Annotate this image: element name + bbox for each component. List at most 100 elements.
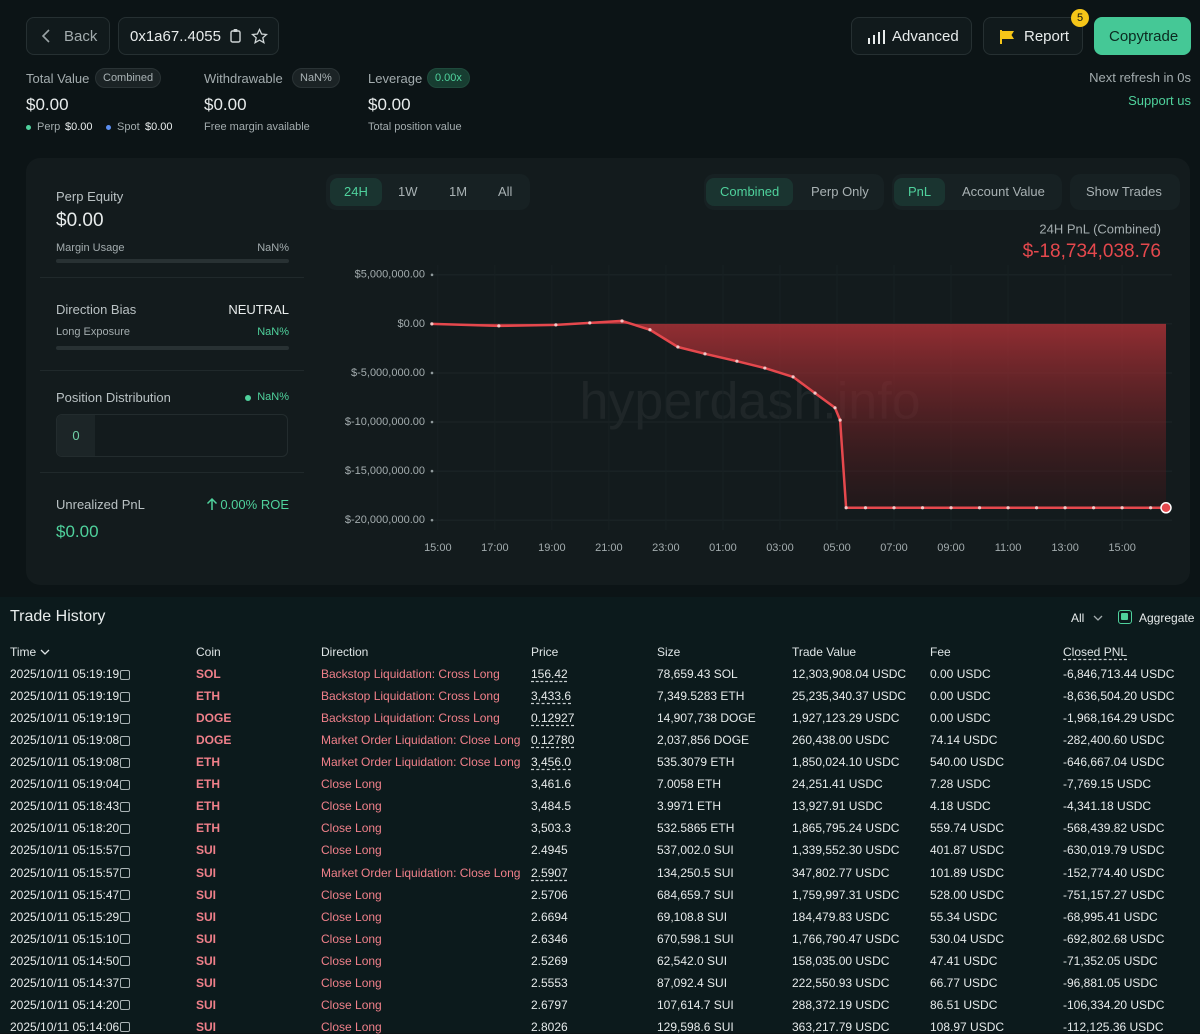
chevron-left-icon xyxy=(41,29,50,43)
coin-cell: SUI xyxy=(196,931,217,946)
data-point xyxy=(844,506,848,510)
external-link-icon[interactable] xyxy=(120,978,130,989)
external-link-icon[interactable] xyxy=(120,735,130,746)
coin-cell: ETH xyxy=(196,799,220,814)
y-tick-mark xyxy=(430,420,434,424)
closed-pnl-cell: -4,341.18 USDC xyxy=(1063,799,1152,814)
external-link-icon[interactable] xyxy=(120,1022,130,1033)
leverage-label: Leverage xyxy=(368,71,423,86)
time-cell: 2025/10/11 05:14:50 xyxy=(10,953,120,968)
closed-pnl-cell: -282,400.60 USDC xyxy=(1063,733,1165,748)
y-tick-mark xyxy=(430,469,434,473)
metric-tab[interactable]: Account Value xyxy=(962,184,1045,199)
filter-select[interactable]: All xyxy=(1071,611,1085,625)
range-tab[interactable]: 24H xyxy=(330,178,382,206)
margin-usage-label: Margin Usage xyxy=(56,242,125,254)
size-cell: 684,659.7 SUI xyxy=(657,887,734,902)
metric-tab[interactable]: PnL xyxy=(894,178,946,206)
external-link-icon[interactable] xyxy=(120,713,130,724)
size-cell: 78,659.43 SOL xyxy=(657,667,738,681)
range-tab[interactable]: 1M xyxy=(449,184,468,199)
price-cell: 2.5553 xyxy=(531,975,568,990)
size-cell: 2,037,856 DOGE xyxy=(657,733,750,748)
column-header: Price xyxy=(531,645,559,659)
direction-cell: Close Long xyxy=(321,887,382,902)
external-link-icon[interactable] xyxy=(120,868,130,879)
data-point xyxy=(1120,506,1124,510)
report-button[interactable]: Report xyxy=(983,17,1083,55)
coin-cell: ETH xyxy=(196,821,220,836)
margin-usage-bar xyxy=(56,259,289,263)
direction-cell: Close Long xyxy=(321,997,382,1012)
coin-cell: ETH xyxy=(196,755,220,770)
coin-cell: ETH xyxy=(196,777,220,792)
trade-value-cell: 222,550.93 USDC xyxy=(792,975,890,990)
support-link[interactable]: Support us xyxy=(1128,93,1191,108)
external-link-icon[interactable] xyxy=(120,757,130,768)
trade-value-cell: 184,479.83 USDC xyxy=(792,909,890,924)
y-tick-label: $-15,000,000.00 xyxy=(345,465,425,477)
external-link-icon[interactable] xyxy=(120,823,130,834)
size-cell: 107,614.7 SUI xyxy=(657,997,734,1012)
coin-cell: SUI xyxy=(196,887,217,902)
scope-tab[interactable]: Combined xyxy=(706,178,794,206)
direction-cell: Close Long xyxy=(321,975,382,990)
aggregate-checkbox[interactable] xyxy=(1118,610,1132,624)
column-header: Trade Value xyxy=(792,645,857,659)
external-link-icon[interactable] xyxy=(120,691,130,702)
x-tick-label: 19:00 xyxy=(538,542,566,554)
data-point xyxy=(949,506,953,510)
fee-cell: 86.51 USDC xyxy=(930,997,998,1012)
sort-icon[interactable] xyxy=(40,648,50,656)
range-tab[interactable]: 1W xyxy=(398,184,418,199)
external-link-icon[interactable] xyxy=(120,1000,130,1011)
perp-label: Perp xyxy=(37,121,61,133)
direction-cell: Close Long xyxy=(321,843,382,858)
back-button[interactable]: Back xyxy=(26,17,110,55)
aggregate-label: Aggregate xyxy=(1139,611,1195,625)
time-cell: 2025/10/11 05:14:06 xyxy=(10,1019,120,1034)
external-link-icon[interactable] xyxy=(120,934,130,945)
star-icon[interactable] xyxy=(251,28,268,45)
size-cell: 7.0058 ETH xyxy=(657,777,722,792)
copytrade-button[interactable]: Copytrade xyxy=(1094,17,1191,55)
direction-cell: Close Long xyxy=(321,821,382,836)
direction-cell: Close Long xyxy=(321,1019,382,1034)
coin-cell: SUI xyxy=(196,953,217,968)
advanced-button[interactable]: Advanced xyxy=(851,17,972,55)
external-link-icon[interactable] xyxy=(120,890,130,901)
external-link-icon[interactable] xyxy=(120,956,130,967)
scope-tab[interactable]: Perp Only xyxy=(811,184,869,199)
size-cell: 14,907,738 DOGE xyxy=(657,711,756,726)
data-point xyxy=(1034,506,1039,510)
advanced-label: Advanced xyxy=(892,28,959,45)
closed-pnl-cell: -568,439.82 USDC xyxy=(1063,821,1165,836)
metric-tabs: PnL Account Value xyxy=(892,174,1062,210)
time-cell: 2025/10/11 05:19:19 xyxy=(10,667,120,681)
trade-history-title: Trade History xyxy=(10,608,106,625)
data-point xyxy=(791,375,795,379)
x-tick-label: 23:00 xyxy=(652,542,680,554)
data-point xyxy=(588,321,592,325)
data-point xyxy=(676,345,680,349)
external-link-icon[interactable] xyxy=(120,779,130,790)
position-distribution-value: NaN% xyxy=(257,391,289,403)
external-link-icon[interactable] xyxy=(120,845,130,856)
address-box: 0x1a67..4055 xyxy=(118,17,279,55)
external-link-icon[interactable] xyxy=(120,669,130,680)
copy-icon[interactable] xyxy=(229,28,243,44)
external-link-icon[interactable] xyxy=(120,912,130,923)
show-trades-button[interactable]: Show Trades xyxy=(1086,184,1162,199)
external-link-icon[interactable] xyxy=(120,801,130,812)
size-cell: 7,349.5283 ETH xyxy=(657,689,745,704)
range-tab[interactable]: All xyxy=(498,184,513,199)
x-tick-label: 17:00 xyxy=(481,542,509,554)
back-label: Back xyxy=(64,28,98,45)
fee-cell: 47.41 USDC xyxy=(930,953,998,968)
price-cell: 3,503.3 xyxy=(531,821,572,836)
refresh-note: Next refresh in 0s xyxy=(1089,70,1191,85)
closed-pnl-cell: -630,019.79 USDC xyxy=(1063,843,1165,858)
data-point xyxy=(763,366,767,370)
fee-cell: 108.97 USDC xyxy=(930,1019,1005,1034)
trade-value-cell: 13,927.91 USDC xyxy=(792,799,883,814)
